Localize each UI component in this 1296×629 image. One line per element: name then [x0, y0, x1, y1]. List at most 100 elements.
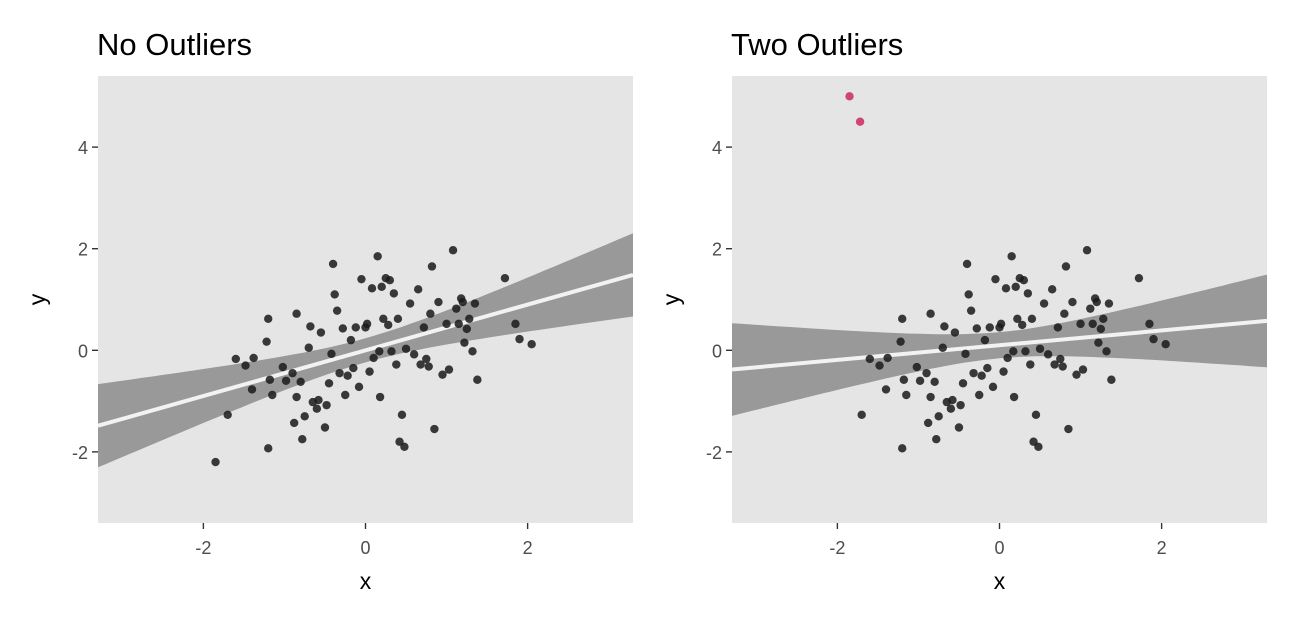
- panel-2-point-76: [1082, 246, 1092, 255]
- panel-2-point-60: [1034, 442, 1043, 452]
- panel-1-point-38: [349, 363, 358, 373]
- panel-1-point-30: [328, 259, 338, 269]
- panel-1-point-12: [281, 376, 291, 385]
- panel-2-point-27: [958, 379, 968, 388]
- panel-2-y-axis-label: y: [658, 293, 684, 305]
- panel-2-point-73: [1072, 370, 1081, 379]
- panel-2-point-44: [1001, 284, 1011, 293]
- panel-2-point-6: [898, 314, 907, 324]
- panel-1-point-29: [327, 349, 336, 359]
- panel-1-point-84: [465, 314, 474, 324]
- panel-2-point-68: [1058, 362, 1067, 371]
- panel-2-point-22: [946, 404, 956, 413]
- panel-2-point-55: [1023, 289, 1033, 298]
- panel-1-fit-line: [98, 272, 633, 428]
- panel-2-point-64: [1047, 285, 1057, 294]
- panel-2-point-54: [1021, 347, 1030, 356]
- panel-1-point-86: [470, 299, 480, 308]
- panel-2-point-43: [999, 367, 1008, 376]
- panel-2-outlier-point-0: [845, 92, 854, 101]
- panel-2-point-15: [926, 309, 935, 318]
- panel-1-point-14: [292, 392, 301, 402]
- panel-1-point-60: [397, 410, 407, 420]
- panel-1-point-70: [426, 309, 435, 318]
- panel-2-point-56: [1026, 360, 1035, 369]
- panel-1-point-56: [389, 289, 399, 298]
- panel-1-point-26: [320, 423, 330, 432]
- panel-1-x-tick-label-0: -2: [195, 538, 211, 558]
- panel-1-point-0: [211, 457, 220, 467]
- panel-2-point-25: [954, 423, 964, 432]
- panel-2-point-86: [1107, 375, 1116, 384]
- panel-1-point-20: [304, 343, 313, 352]
- panel-2-point-38: [985, 323, 994, 332]
- panel-2-point-61: [1035, 344, 1045, 353]
- panel-2-point-65: [1050, 360, 1059, 369]
- panel-1-point-5: [247, 385, 257, 394]
- panel-1-point-74: [438, 370, 447, 379]
- panel-1-point-82: [460, 338, 469, 347]
- panel-2-point-31: [966, 306, 976, 315]
- panel-1-point-41: [357, 274, 366, 284]
- panel-1-point-51: [379, 314, 388, 324]
- panel-2-point-20: [940, 322, 949, 331]
- panel-1-point-44: [365, 367, 374, 376]
- panel-1-point-67: [419, 323, 429, 332]
- panel-2-x-tick-label-2: 2: [1157, 538, 1167, 558]
- panel-1-point-73: [434, 297, 443, 307]
- panel-2-point-45: [1003, 353, 1012, 363]
- panel-1-y-tick-label-0: -2: [72, 443, 88, 463]
- panel-2-point-52: [1017, 320, 1027, 330]
- panel-2-point-2: [875, 361, 884, 370]
- panel-1-point-81: [458, 297, 467, 307]
- panel-1-point-62: [401, 344, 411, 353]
- panel-2-point-34: [975, 390, 984, 400]
- panel-1-y-tick-label-1: 0: [78, 341, 88, 361]
- panel-2-point-1: [865, 354, 875, 364]
- panel-1-point-32: [332, 306, 342, 315]
- panel-2-x-axis-label: x: [994, 568, 1006, 594]
- panel-1-point-45: [367, 284, 377, 293]
- panel-1-x-tick-label-1: 0: [360, 538, 370, 558]
- panel-1-point-8: [262, 337, 271, 346]
- panel-1-point-21: [306, 322, 315, 331]
- panel-1-point-24: [314, 395, 323, 405]
- panel-2-point-50: [1013, 314, 1022, 324]
- panel-2-point-84: [1102, 347, 1111, 356]
- panel-2-point-30: [964, 290, 973, 299]
- panel-2-y-tick-label-3: 4: [712, 138, 722, 158]
- panel-2-point-83: [1099, 314, 1108, 324]
- panel-2-point-32: [969, 368, 978, 378]
- panel-2-point-88: [1145, 319, 1154, 329]
- panel-1-point-90: [515, 334, 524, 344]
- panel-2-point-11: [915, 376, 925, 385]
- panel-2-point-49: [1011, 282, 1020, 292]
- panel-1-point-31: [330, 290, 339, 299]
- panel-1-y-tick-label-3: 4: [78, 138, 88, 158]
- panel-1-point-63: [405, 299, 415, 308]
- panel-2-point-13: [926, 392, 935, 402]
- panel-1-point-64: [409, 350, 419, 359]
- panel-1-y-tick-label-2: 2: [78, 240, 88, 260]
- panel-1-y-axis-label: y: [24, 293, 50, 305]
- panel-1-point-54: [385, 275, 395, 285]
- panel-2-x-tick-label-1: 0: [994, 538, 1004, 558]
- panel-1-point-33: [335, 368, 344, 378]
- panel-1-point-66: [416, 360, 425, 369]
- panel-1-point-27: [322, 400, 331, 410]
- panel-1-point-87: [473, 375, 482, 384]
- panel-2-y-tick-label-0: -2: [706, 443, 722, 463]
- panel-2-fit-line: [732, 318, 1267, 372]
- panel-2-point-29: [962, 259, 972, 269]
- panel-2-point-77: [1086, 304, 1095, 313]
- panel-2-point-14: [923, 418, 933, 428]
- panel-2-point-36: [980, 335, 990, 345]
- panel-2-point-78: [1088, 319, 1097, 329]
- panel-1-point-28: [324, 379, 334, 388]
- panel-1-point-18: [298, 434, 307, 444]
- panel-1-point-37: [346, 335, 356, 345]
- panel-1-point-47: [373, 252, 382, 261]
- panel-1-point-68: [422, 354, 431, 364]
